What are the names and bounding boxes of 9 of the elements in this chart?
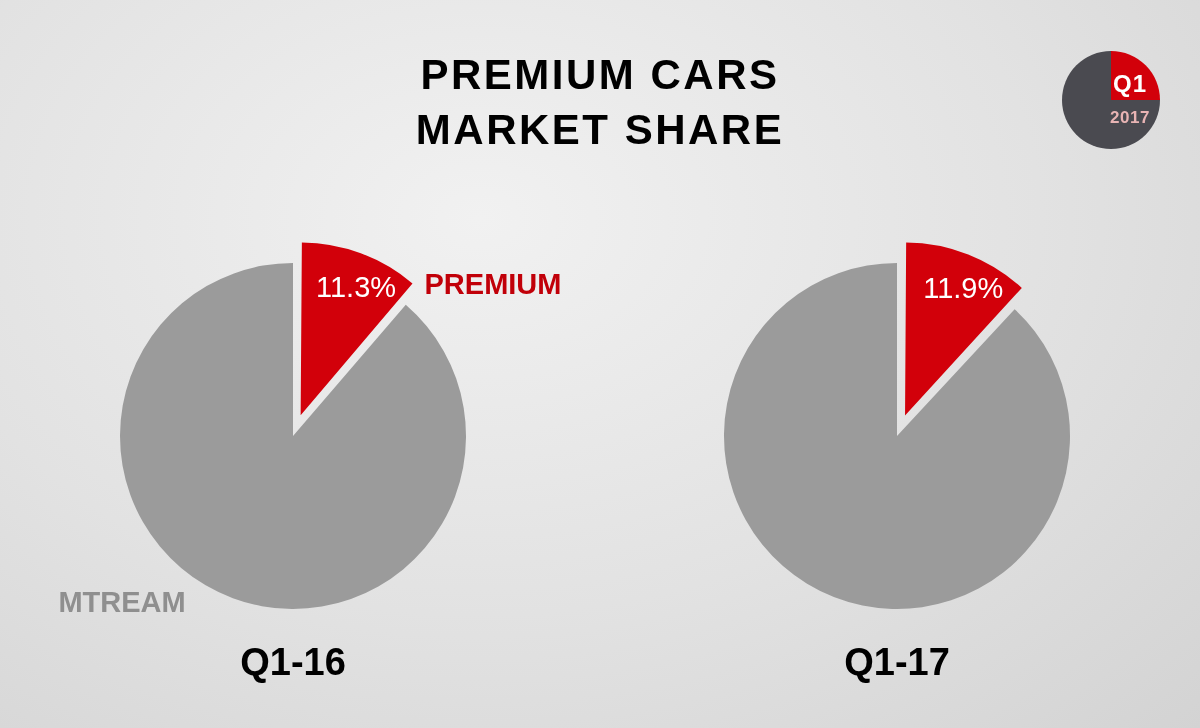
text: Q1-17 [843,641,951,683]
text: Q1 [1112,70,1148,98]
slice-label: MTREAM [58,586,186,618]
chart-title: PREMIUM CARS MARKET SHARE [414,50,786,155]
data-label: 11.9% [923,271,1004,304]
slice-label: PREMIUM [424,268,562,300]
data-label: 11.3% [316,270,397,303]
text: Q1-16 [239,641,347,683]
text: 2017 [1109,108,1151,128]
